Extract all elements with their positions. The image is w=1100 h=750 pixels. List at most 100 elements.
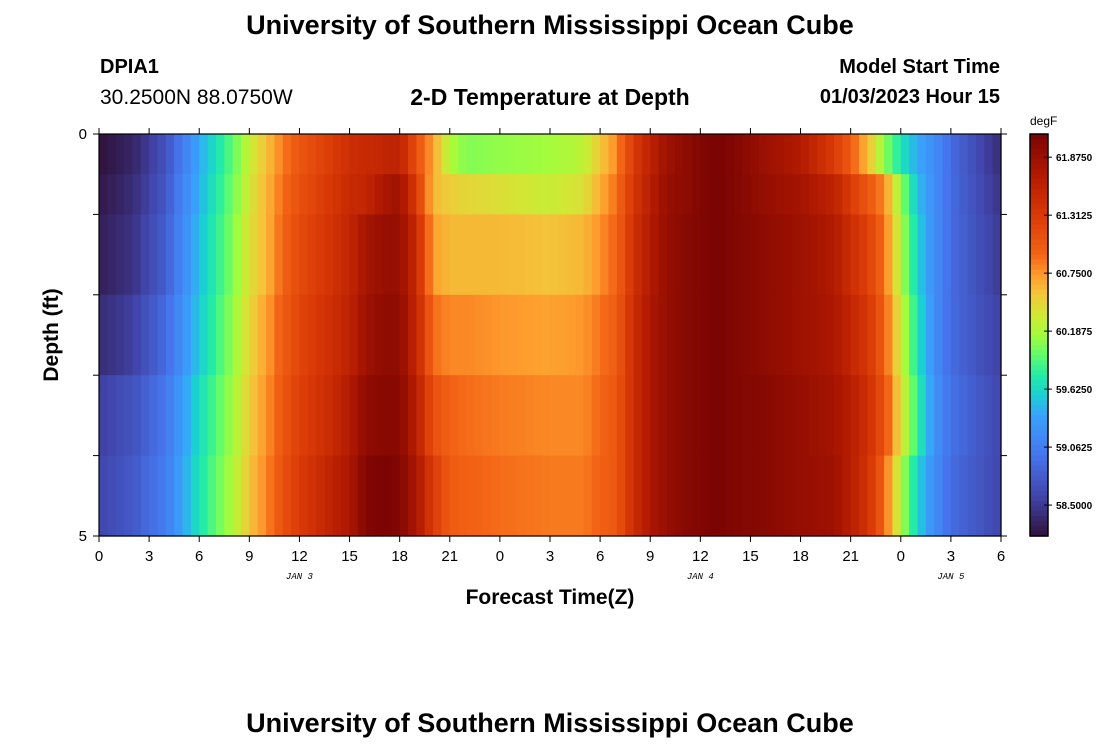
heatmap-cell <box>758 174 768 215</box>
heatmap-cell <box>959 134 969 175</box>
heatmap-cell <box>274 294 284 376</box>
colorbar-segment <box>1030 460 1048 467</box>
heatmap-cell <box>892 174 902 215</box>
heatmap-cell <box>215 375 225 457</box>
heatmap-cell <box>441 455 451 537</box>
heatmap-cell <box>224 134 234 175</box>
heatmap-cell <box>942 174 952 215</box>
heatmap-cell <box>733 294 743 376</box>
heatmap-cell <box>633 214 643 296</box>
heatmap-cell <box>817 455 827 537</box>
heatmap-cell <box>850 214 860 296</box>
heatmap-cell <box>675 134 685 175</box>
heatmap-cell <box>357 134 367 175</box>
heatmap-cell <box>207 214 217 296</box>
heatmap-cell <box>683 294 693 376</box>
heatmap-cell <box>291 134 301 175</box>
heatmap-cell <box>249 174 259 215</box>
heatmap-cell <box>207 294 217 376</box>
heatmap-cell <box>875 214 885 296</box>
date-label: JAN 5 <box>937 572 965 582</box>
heatmap-cell <box>591 455 601 537</box>
colorbar: degF 61.8750 61.3125 60.7500 60.1875 59.6250… <box>1029 114 1093 537</box>
heatmap-cell <box>99 375 108 457</box>
heatmap-cell <box>641 294 651 376</box>
heatmap-cell <box>508 214 518 296</box>
temperature-depth-chart: 0 3 6 9 12 15 18 21 0 3 6 9 12 15 18 21 0 3 6 JAN 3 JAN 4 JAN… <box>40 114 1093 609</box>
heatmap-cell <box>700 174 710 215</box>
colorbar-segment <box>1030 490 1048 497</box>
heatmap-cell <box>600 214 610 296</box>
station-id: DPIA1 <box>100 56 159 78</box>
heatmap-cell <box>641 214 651 296</box>
heatmap-cell <box>391 174 401 215</box>
colorbar-segment <box>1030 445 1048 452</box>
heatmap-cell <box>742 174 752 215</box>
heatmap-cell <box>967 294 977 376</box>
heatmap-cell <box>224 455 234 537</box>
heatmap-cell <box>132 294 142 376</box>
heatmap-cell <box>257 455 267 537</box>
heatmap-cell <box>282 455 292 537</box>
heatmap-cell <box>149 294 159 376</box>
heatmap-cell <box>207 174 217 215</box>
heatmap-cell <box>366 214 376 296</box>
heatmap-cell <box>374 294 384 376</box>
x-axis-title: Forecast Time(Z) <box>466 586 635 609</box>
heatmap-cell <box>675 214 685 296</box>
heatmap-cell <box>909 174 919 215</box>
colorbar-segment <box>1030 500 1048 507</box>
heatmap-cell <box>474 214 484 296</box>
heatmap-cell <box>341 174 351 215</box>
heatmap-cell <box>808 214 818 296</box>
heatmap-cell <box>967 455 977 537</box>
colorbar-tick-label: 61.3125 <box>1056 211 1093 222</box>
heatmap-cell <box>266 375 275 457</box>
heatmap-cell <box>382 214 392 296</box>
model-start-value: 01/03/2023 Hour 15 <box>819 86 1000 108</box>
heatmap-cell <box>625 134 635 175</box>
heatmap-cell <box>942 455 952 537</box>
heatmap-cell <box>984 174 994 215</box>
heatmap-cell <box>199 375 209 457</box>
heatmap-cell <box>115 455 125 537</box>
heatmap-cell <box>616 375 626 457</box>
heatmap-cell <box>683 375 693 457</box>
heatmap-cell <box>717 214 726 296</box>
heatmap-cell <box>875 294 885 376</box>
heatmap-cell <box>474 174 484 215</box>
heatmap-cell <box>474 134 484 175</box>
heatmap-cell <box>391 134 401 175</box>
heatmap-cell <box>992 174 1002 215</box>
heatmap-cell <box>232 455 242 537</box>
colorbar-segment <box>1030 375 1048 381</box>
heatmap-cell <box>600 455 610 537</box>
heatmap-cell <box>808 455 818 537</box>
heatmap-cell <box>107 294 117 376</box>
heatmap-cell <box>357 294 367 376</box>
heatmap-cell <box>374 455 384 537</box>
heatmap-cell <box>775 134 785 175</box>
heatmap-cell <box>909 375 919 457</box>
heatmap-cell <box>449 174 459 215</box>
heatmap-cell <box>541 375 551 457</box>
model-start-label: Model Start Time <box>839 56 1000 78</box>
heatmap-cell <box>291 455 301 537</box>
heatmap-cell <box>483 214 493 296</box>
heatmap-cell <box>909 294 919 376</box>
heatmap-cell <box>992 455 1002 537</box>
heatmap-cell <box>900 174 910 215</box>
heatmap-cell <box>550 134 559 175</box>
heatmap-cell <box>357 455 367 537</box>
heatmap-cell <box>307 455 317 537</box>
heatmap-cell <box>675 455 685 537</box>
heatmap-cell <box>925 294 935 376</box>
heatmap-cell <box>508 174 518 215</box>
heatmap-cell <box>750 294 760 376</box>
colorbar-segment <box>1030 229 1048 236</box>
heatmap-cell <box>842 294 852 376</box>
colorbar-segment <box>1030 264 1048 271</box>
heatmap-cell <box>291 214 301 296</box>
heatmap-cell <box>266 294 275 376</box>
heatmap-cell <box>867 174 877 215</box>
